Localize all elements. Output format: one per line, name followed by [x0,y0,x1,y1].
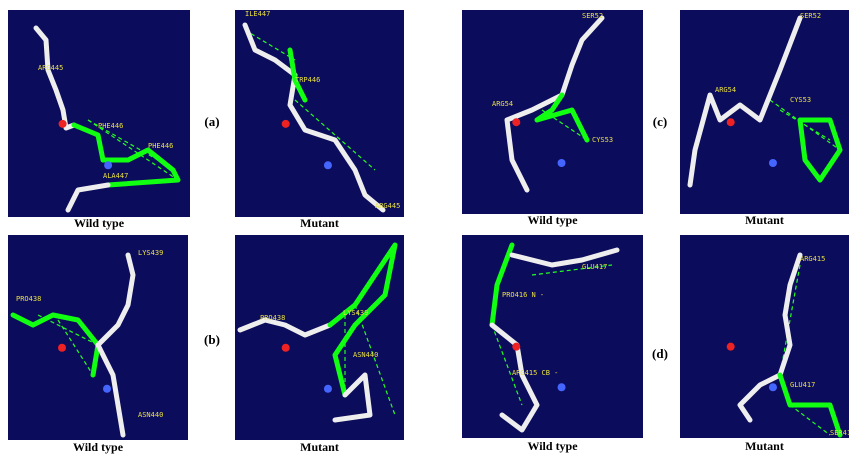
bond-stick [797,117,843,183]
panel-background [462,235,643,438]
nitrogen-atom [103,384,111,393]
nitrogen-atom [557,159,566,167]
bond-stick [10,312,101,378]
bond-stick [489,242,515,328]
bond-stick [332,372,373,423]
oxygen-atom [281,343,290,352]
group-label: (a) [204,114,219,129]
structure-panel: PRO438 LYS439 ASN440 [8,235,188,440]
bond-stick [504,15,605,193]
residue-label: SER52 [800,12,821,20]
oxygen-atom [512,342,521,351]
oxygen-atom [58,343,66,352]
residue-label: ARG54 [492,100,513,108]
nitrogen-atom [557,383,566,392]
residue-label: SER416 [830,429,849,437]
residue-label: LYS439 [138,249,163,257]
residue-label: GLU417 [790,381,815,389]
interaction-line [57,319,94,376]
residue-label: TRP446 [295,76,320,84]
residue-label: ARG415 [800,255,825,263]
bond-stick [327,242,398,398]
interaction-line [244,29,296,61]
bond-stick [777,372,843,438]
bond-stick [242,22,386,213]
bond-stick [65,182,111,213]
panel-caption: Wild type [73,440,124,454]
bond-stick [534,92,590,143]
residue-label: CYS53 [790,96,811,104]
bond-stick [687,15,803,188]
panel-background [235,10,404,217]
interaction-line [789,404,831,436]
bond-stick [489,322,540,433]
group-label: (b) [204,332,220,347]
bond-stick [509,247,620,268]
residue-label: ASN440 [353,351,378,359]
bond-stick [737,252,803,423]
oxygen-atom [281,119,290,128]
panel-caption: Mutant [745,439,784,453]
nitrogen-atom [768,383,777,392]
panel-caption: Mutant [300,216,339,230]
residue-label: PRO438 [16,295,41,303]
interaction-line [779,109,831,141]
residue-label: ARG445 [38,64,63,72]
residue-label: ASN440 [138,411,163,419]
residue-label: ALA447 [103,172,128,180]
structure-panel: PRO438 LYS439 ASN440 [235,235,404,440]
bond-stick [33,25,77,131]
structure-panel: GLU417 PRO416 N - ARG415 CB - [462,235,643,438]
structure-panel: SER52 ARG54 CYS53 [462,10,643,214]
bond-stick [71,122,181,188]
nitrogen-atom [323,384,332,393]
panel-background [680,235,849,438]
oxygen-atom [726,342,735,351]
nitrogen-atom [323,161,332,170]
structure-panel: ARG415 GLU417 SER416 [680,235,849,438]
residue-label: PHE446 [98,122,123,130]
interaction-line [294,99,376,171]
panel-caption: Wild type [527,213,578,227]
panel-background [235,235,404,440]
residue-label: LYS439 [343,309,368,317]
bond-stick [237,317,333,338]
group-label: (d) [652,346,668,361]
residue-label: GLU417 [582,263,607,271]
interaction-line [491,324,523,406]
panel-caption: Wild type [527,439,578,453]
structure-panel: ARG445 PHE446 PHE446 ALA447 [8,10,190,217]
structure-panel: SER52 ARG54 CYS53 [680,10,849,214]
group-label: (c) [653,114,667,129]
residue-label: SER52 [582,12,603,20]
residue-label: CYS53 [592,136,613,144]
residue-label: ARG54 [715,86,736,94]
bond-stick [287,47,308,103]
structure-panel: ILE447 TRP446 ARG445 [235,10,404,217]
residue-label: PHE446 [148,142,173,150]
panel-caption: Mutant [300,440,339,454]
interaction-line [354,304,396,416]
residue-label: ILE447 [245,10,270,18]
residue-label: ARG445 [375,202,400,210]
oxygen-atom [58,119,67,128]
residue-label: ARG415 CB - [512,369,558,377]
oxygen-atom [512,118,521,127]
panel-caption: Wild type [74,216,125,230]
oxygen-atom [726,118,735,127]
residue-label: PRO416 N - [502,291,544,299]
panel-caption: Mutant [745,213,784,227]
nitrogen-atom [768,159,777,167]
panel-background [8,235,188,440]
residue-label: PRO438 [260,314,285,322]
bond-stick [95,252,136,438]
nitrogen-atom [104,161,113,170]
interaction-line [779,264,801,376]
